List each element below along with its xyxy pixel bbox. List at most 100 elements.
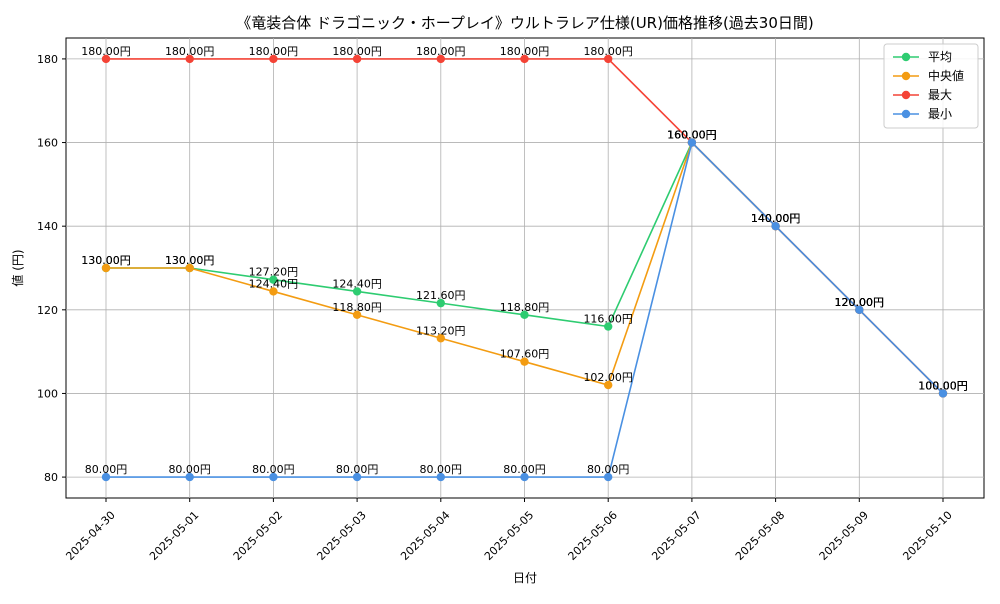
data-label: 118.80円 xyxy=(332,301,382,314)
data-label: 107.60円 xyxy=(500,348,550,361)
data-label: 180.00円 xyxy=(332,45,382,58)
data-label: 80.00円 xyxy=(168,463,211,476)
data-label: 80.00円 xyxy=(420,463,463,476)
data-label: 140.00円 xyxy=(751,212,801,225)
data-point xyxy=(352,310,362,320)
data-label: 130.00円 xyxy=(165,254,215,267)
data-point xyxy=(520,310,529,320)
data-label: 180.00円 xyxy=(500,45,550,58)
data-label: 160.00円 xyxy=(667,129,717,142)
legend-label: 最小 xyxy=(928,107,952,121)
data-point xyxy=(771,221,780,231)
y-tick-label: 140 xyxy=(37,220,58,233)
data-point xyxy=(604,322,613,331)
data-point xyxy=(352,287,362,296)
data-label: 121.60円 xyxy=(416,289,466,302)
x-tick-label: 2025-05-10 xyxy=(900,509,954,563)
x-tick-label: 2025-05-06 xyxy=(566,509,620,563)
data-point xyxy=(604,472,613,482)
data-label: 118.80円 xyxy=(500,301,550,314)
data-label: 127.20円 xyxy=(249,266,299,279)
data-point xyxy=(938,389,948,398)
data-label: 124.40円 xyxy=(249,277,299,290)
x-tick-label: 2025-05-03 xyxy=(314,509,368,563)
data-label: 140.00円 xyxy=(751,212,801,225)
data-point xyxy=(269,275,278,284)
data-point xyxy=(185,472,194,482)
grid xyxy=(66,38,984,498)
plot-area xyxy=(65,37,985,499)
data-point xyxy=(352,472,362,482)
data-label: 180.00円 xyxy=(249,45,299,58)
data-label: 130.00円 xyxy=(81,254,131,267)
data-point xyxy=(101,54,111,64)
data-label: 180.00円 xyxy=(583,45,633,58)
legend-label: 平均 xyxy=(928,50,952,64)
y-tick-label: 160 xyxy=(37,137,58,150)
legend-swatch-marker xyxy=(901,90,911,100)
data-label: 100.00円 xyxy=(918,379,968,392)
data-label: 120.00円 xyxy=(835,296,885,309)
data-point xyxy=(604,380,613,390)
data-point xyxy=(185,263,194,273)
data-label: 130.00円 xyxy=(165,254,215,267)
x-tick-label: 2025-05-01 xyxy=(147,509,201,563)
data-point xyxy=(436,54,445,64)
data-point xyxy=(436,472,445,482)
legend-swatch-marker xyxy=(901,71,911,81)
data-point xyxy=(436,334,445,343)
legend-swatch-marker xyxy=(901,52,911,62)
legend-label: 最大 xyxy=(928,88,952,102)
y-axis-ticks: 80 100 120 140 160 180 xyxy=(37,53,66,484)
data-label: 80.00円 xyxy=(85,463,128,476)
data-label: 130.00円 xyxy=(81,254,131,267)
data-point xyxy=(604,54,613,64)
x-tick-label: 2025-04-30 xyxy=(63,509,117,563)
data-label: 120.00円 xyxy=(835,296,885,309)
data-point xyxy=(436,298,445,308)
data-label: 160.00円 xyxy=(667,129,717,142)
data-label: 180.00円 xyxy=(416,45,466,58)
data-label: 116.00円 xyxy=(583,313,633,326)
chart-title: 《竜装合体 ドラゴニック・ホープレイ》ウルトラレア仕様(UR)価格推移(過去30… xyxy=(236,14,813,32)
data-point xyxy=(687,138,697,147)
data-point xyxy=(269,472,278,482)
x-axis-label: 日付 xyxy=(513,571,537,585)
y-tick-label: 120 xyxy=(37,304,58,317)
series-lines xyxy=(101,54,948,482)
data-point xyxy=(520,357,529,366)
data-point xyxy=(185,54,194,64)
legend-box xyxy=(883,43,979,129)
data-label: 160.00円 xyxy=(667,129,717,142)
data-point xyxy=(520,54,529,64)
data-point xyxy=(352,54,362,64)
y-tick-label: 80 xyxy=(44,471,58,484)
x-tick-label: 2025-05-08 xyxy=(733,509,787,563)
data-label: 100.00円 xyxy=(918,379,968,392)
x-tick-label: 2025-05-05 xyxy=(482,509,536,563)
data-label: 180.00円 xyxy=(81,45,131,58)
data-point xyxy=(520,472,529,482)
data-label: 113.20円 xyxy=(416,324,466,337)
data-point xyxy=(269,287,278,296)
x-tick-label: 2025-05-07 xyxy=(649,509,703,563)
y-axis-label: 値 (円) xyxy=(10,249,25,286)
data-label: 120.00円 xyxy=(835,296,885,309)
data-label: 124.40円 xyxy=(332,277,382,290)
data-label: 180.00円 xyxy=(165,45,215,58)
legend-swatch-marker xyxy=(901,109,911,119)
x-tick-label: 2025-05-04 xyxy=(398,509,452,563)
x-tick-label: 2025-05-02 xyxy=(231,509,285,563)
data-label: 100.00円 xyxy=(918,379,968,392)
data-point xyxy=(101,263,111,273)
data-label: 80.00円 xyxy=(336,463,379,476)
data-label: 102.00円 xyxy=(583,371,633,384)
data-labels: 130.00円 130.00円127.20円124.40円121.60円118.8… xyxy=(81,45,968,476)
x-tick-label: 2025-05-09 xyxy=(817,509,871,563)
data-label: 140.00円 xyxy=(751,212,801,225)
data-label: 80.00円 xyxy=(587,463,630,476)
data-label: 120.00円 xyxy=(835,296,885,309)
